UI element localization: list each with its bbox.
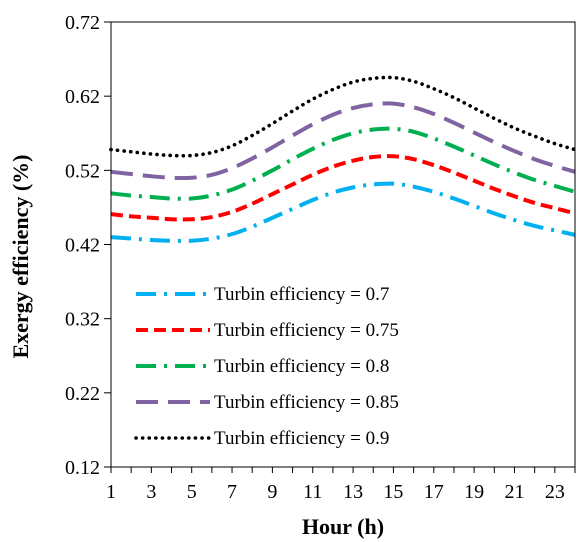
series-line-3 [110, 126, 576, 201]
y-tick-label: 0.22 [65, 383, 100, 405]
x-tick-label: 3 [146, 481, 156, 503]
legend-label-3: Turbin efficiency = 0.8 [214, 356, 389, 377]
y-tick-label: 0.42 [65, 235, 100, 257]
x-tick-label: 9 [267, 481, 277, 503]
y-tick-label: 0.12 [65, 457, 100, 479]
x-tick-label: 5 [187, 481, 197, 503]
series-line-5 [109, 75, 577, 158]
x-tick-label: 17 [424, 481, 444, 503]
x-tick-label: 13 [343, 481, 363, 503]
y-tick-label: 0.32 [65, 309, 100, 331]
legend-label-4: Turbin efficiency = 0.85 [214, 392, 399, 413]
x-axis-ticks: 1 3 5 7 9 11 13 15 17 19 21 23 [106, 467, 576, 503]
series-layer [109, 75, 577, 243]
legend-label-5: Turbin efficiency = 0.9 [214, 428, 389, 449]
y-axis-ticks: 0.12 0.22 0.32 0.42 0.52 0.62 0.72 [65, 12, 111, 479]
x-tick-label: 15 [383, 481, 403, 503]
y-tick-label: 0.72 [65, 12, 100, 34]
x-tick-label: 21 [504, 481, 524, 503]
y-tick-label: 0.52 [65, 160, 100, 182]
x-axis-title: Hour (h) [302, 514, 384, 539]
x-tick-label: 1 [106, 481, 116, 503]
plot-area-frame [110, 21, 576, 468]
x-tick-label: 11 [303, 481, 322, 503]
legend: Turbin efficiency = 0.7 Turbin efficiency… [134, 284, 399, 449]
legend-label-2: Turbin efficiency = 0.75 [214, 320, 399, 341]
series-line-1 [110, 181, 576, 243]
y-axis-title: Exergy efficiency (%) [8, 154, 33, 358]
x-tick-label: 23 [545, 481, 565, 503]
y-tick-label: 0.62 [65, 86, 100, 108]
legend-label-1: Turbin efficiency = 0.7 [214, 284, 389, 305]
x-tick-label: 19 [464, 481, 484, 503]
x-tick-label: 7 [227, 481, 237, 503]
series-line-4 [110, 101, 576, 181]
series-line-2 [110, 154, 576, 222]
